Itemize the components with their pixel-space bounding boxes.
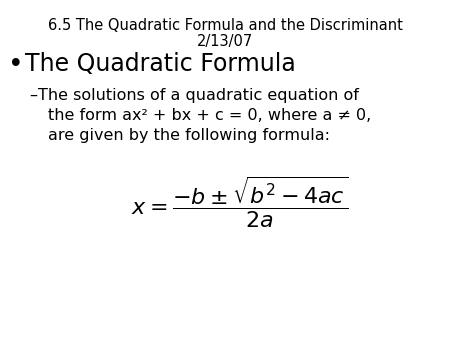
Text: are given by the following formula:: are given by the following formula: <box>48 128 330 143</box>
Text: 6.5 The Quadratic Formula and the Discriminant: 6.5 The Quadratic Formula and the Discri… <box>48 18 402 33</box>
Text: 2/13/07: 2/13/07 <box>197 34 253 49</box>
Text: the form ax² + bx + c = 0, where a ≠ 0,: the form ax² + bx + c = 0, where a ≠ 0, <box>48 108 371 123</box>
Text: $x = \dfrac{-b \pm \sqrt{b^{2} - 4ac}}{2a}$: $x = \dfrac{-b \pm \sqrt{b^{2} - 4ac}}{2… <box>131 175 348 230</box>
Text: The Quadratic Formula: The Quadratic Formula <box>25 52 296 76</box>
Text: –The solutions of a quadratic equation of: –The solutions of a quadratic equation o… <box>30 88 359 103</box>
Text: •: • <box>8 52 23 78</box>
